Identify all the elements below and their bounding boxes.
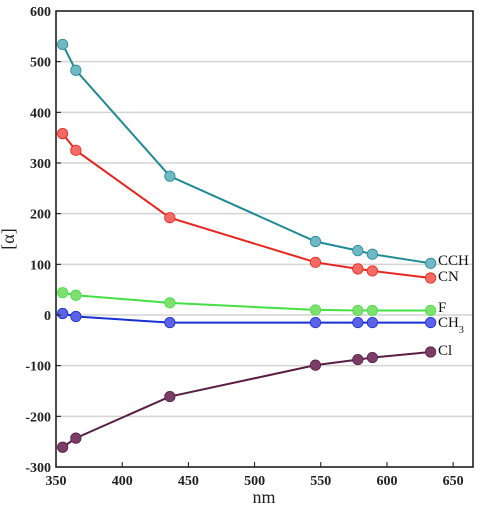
x-tick-label: 350 (46, 474, 67, 489)
data-point (309, 316, 322, 329)
y-tick-label: 500 (30, 56, 51, 71)
data-point (425, 272, 437, 284)
series-label: Cl (438, 343, 452, 359)
x-tick-label: 450 (178, 474, 199, 489)
data-point (352, 245, 364, 257)
series-cl (57, 346, 437, 453)
data-point (164, 316, 176, 329)
y-tick-label: -200 (25, 410, 51, 425)
data-point (425, 304, 437, 317)
data-point (164, 390, 176, 403)
data-point (164, 170, 176, 182)
y-tick-label: 400 (30, 106, 51, 121)
data-point (57, 38, 69, 51)
data-point (366, 265, 378, 277)
x-tick-label: 600 (376, 474, 397, 489)
data-point (366, 351, 378, 364)
y-axis: -300 -200 -100 0 100 200 300 400 500 600 (25, 5, 61, 476)
x-tick-label: 650 (443, 474, 464, 489)
data-point (57, 287, 69, 299)
data-point (57, 128, 69, 140)
y-tick-label: 200 (30, 208, 51, 223)
x-tick-label: 500 (244, 474, 265, 489)
series-cn (57, 128, 437, 284)
data-point (309, 304, 322, 316)
y-axis-title: [α] (0, 228, 18, 249)
data-point (70, 289, 82, 301)
y-tick-label: -300 (25, 461, 51, 476)
data-point (164, 212, 176, 224)
series-label: F (438, 300, 446, 316)
y-tick-label: 0 (44, 309, 51, 324)
series-label: CN (438, 269, 459, 285)
data-point (70, 64, 82, 76)
data-point (366, 304, 378, 317)
data-point (425, 346, 437, 358)
data-point (70, 144, 82, 156)
grid-lines (56, 60, 473, 418)
series-ch (57, 307, 437, 329)
series-label: CH3 (438, 315, 464, 336)
series-line (61, 43, 431, 265)
x-tick-label: 550 (310, 474, 331, 489)
series-cch (57, 38, 437, 269)
data-point (57, 441, 69, 453)
x-axis-title: nm (252, 487, 275, 507)
y-tick-label: -100 (25, 360, 51, 375)
data-point (309, 359, 322, 371)
series-label: CCH (438, 253, 469, 269)
data-point (164, 297, 176, 309)
data-point (309, 256, 322, 268)
data-point (425, 257, 437, 269)
y-tick-label: 300 (30, 157, 51, 172)
series-f (57, 287, 437, 317)
data-point (352, 353, 364, 366)
data-point (309, 235, 322, 248)
data-point (352, 263, 364, 275)
data-point (70, 432, 82, 444)
data-point (366, 316, 378, 329)
y-tick-label: 600 (30, 5, 51, 20)
data-point (352, 304, 364, 317)
y-tick-label: 100 (30, 258, 51, 273)
x-tick-label: 400 (112, 474, 133, 489)
data-point (425, 316, 437, 329)
data-point (70, 310, 82, 323)
data-point (352, 316, 364, 329)
x-axis: 350 400 450 500 550 600 650 (46, 462, 464, 489)
data-point (366, 248, 378, 260)
series-layer (57, 38, 437, 453)
data-point (57, 307, 69, 320)
plot-frame (55, 10, 474, 468)
